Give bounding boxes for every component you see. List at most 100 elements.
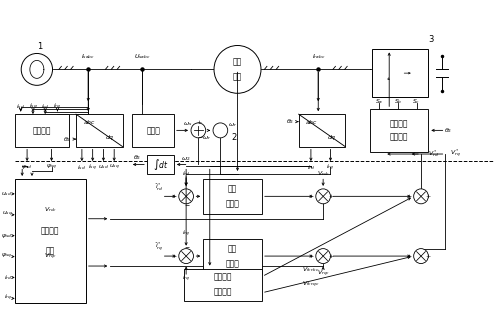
Text: 脉宽调制: 脉宽调制	[390, 132, 408, 141]
Text: $i_{rq}$: $i_{rq}$	[182, 229, 190, 239]
Bar	[370, 109, 428, 152]
Text: +: +	[308, 194, 314, 199]
Text: $V_{rqc}$: $V_{rqc}$	[316, 268, 330, 278]
Bar	[15, 179, 86, 303]
Bar	[203, 239, 262, 273]
Text: +: +	[172, 194, 176, 199]
Text: +: +	[328, 194, 333, 199]
Text: 单元: 单元	[46, 247, 55, 256]
Text: $i_{sd}$: $i_{sd}$	[78, 163, 86, 172]
Text: $\psi_{sq}$: $\psi_{sq}$	[2, 252, 13, 261]
Text: $i_{sq}$: $i_{sq}$	[28, 102, 38, 112]
Text: dq: dq	[106, 135, 114, 140]
Text: $V_{fcnqc}$: $V_{fcnqc}$	[302, 280, 320, 290]
Circle shape	[179, 249, 194, 263]
Text: $\theta_2$: $\theta_2$	[133, 153, 141, 162]
Text: +: +	[196, 120, 202, 125]
Text: 2: 2	[232, 133, 236, 142]
Text: +: +	[426, 194, 431, 199]
Text: 第二: 第二	[228, 244, 237, 253]
Text: $i_{rq}$: $i_{rq}$	[54, 102, 62, 112]
Text: $V_{fcnkc}$: $V_{fcnkc}$	[302, 265, 320, 274]
Text: $u_{sq}$: $u_{sq}$	[109, 163, 120, 172]
Text: +: +	[308, 254, 314, 259]
Text: +: +	[172, 254, 176, 259]
Text: $V_{rdc}$: $V_{rdc}$	[44, 205, 57, 214]
Circle shape	[214, 46, 261, 93]
Bar	[147, 155, 174, 174]
Text: abc: abc	[306, 121, 318, 125]
Text: $\omega_s$: $\omega_s$	[183, 121, 192, 128]
Text: $-\omega_r$: $-\omega_r$	[197, 134, 212, 142]
Text: $u_{sq}$: $u_{sq}$	[2, 210, 13, 219]
Bar	[184, 269, 262, 301]
Bar	[298, 114, 345, 146]
Text: 前馈补偿: 前馈补偿	[41, 227, 60, 236]
Circle shape	[213, 123, 228, 138]
Text: $\theta_2$: $\theta_2$	[63, 135, 71, 144]
Text: $V_{rqc}$: $V_{rqc}$	[44, 252, 57, 262]
Text: 磁链观测: 磁链观测	[32, 126, 51, 135]
Text: $\omega_r$: $\omega_r$	[228, 122, 237, 129]
Text: $i_{sq}$: $i_{sq}$	[88, 162, 97, 173]
Text: 电机: 电机	[233, 72, 242, 81]
Text: $-$: $-$	[184, 203, 190, 208]
Text: $i_{rd}$: $i_{rd}$	[4, 273, 12, 282]
Text: +: +	[406, 194, 411, 199]
Text: abc: abc	[84, 121, 94, 125]
Text: $\omega_2$: $\omega_2$	[182, 155, 191, 163]
Text: dq: dq	[328, 135, 336, 140]
Text: $\psi_{sd}$: $\psi_{sd}$	[22, 163, 32, 172]
Text: $i_{rq}$: $i_{rq}$	[4, 293, 12, 303]
Circle shape	[21, 54, 52, 85]
Text: $i_{rq}$: $i_{rq}$	[326, 162, 334, 173]
Text: $I_{rabc}$: $I_{rabc}$	[312, 53, 325, 61]
Bar	[15, 114, 68, 146]
Circle shape	[414, 189, 428, 204]
Text: $\int dt$: $\int dt$	[152, 157, 168, 172]
Text: $i_{rd}$: $i_{rd}$	[41, 102, 50, 111]
Circle shape	[414, 249, 428, 263]
Text: 锁相环: 锁相环	[146, 126, 160, 135]
Text: 控制器: 控制器	[226, 259, 239, 268]
Text: $i_{sd}$: $i_{sd}$	[16, 102, 25, 111]
Text: $\hat{i}^*_{rd}$: $\hat{i}^*_{rd}$	[155, 182, 164, 193]
Circle shape	[316, 249, 330, 263]
Text: $S_a$: $S_a$	[375, 97, 384, 106]
Text: $V_{rdc}$: $V_{rdc}$	[316, 169, 330, 178]
Text: $u_{sd}$: $u_{sd}$	[2, 190, 13, 198]
Text: $V^*_{rq}$: $V^*_{rq}$	[450, 148, 460, 160]
Text: 控制器: 控制器	[226, 199, 239, 208]
Text: $\hat{i}^*_{rq}$: $\hat{i}^*_{rq}$	[155, 241, 164, 253]
Circle shape	[316, 189, 330, 204]
Text: $i_{rd}$: $i_{rd}$	[182, 169, 190, 178]
Text: $U_{sabc}$: $U_{sabc}$	[134, 53, 150, 61]
Text: $S_b$: $S_b$	[394, 97, 402, 106]
Bar	[132, 114, 174, 146]
Text: $\psi_{sq}$: $\psi_{sq}$	[46, 163, 57, 172]
Text: 空间矢量: 空间矢量	[390, 120, 408, 129]
Text: $i_{rd}$: $i_{rd}$	[306, 163, 315, 172]
Text: $S_c$: $S_c$	[412, 97, 421, 106]
Text: $u_{sd}$: $u_{sd}$	[98, 164, 109, 171]
Bar	[203, 179, 262, 214]
Text: +: +	[328, 254, 333, 259]
Bar	[76, 114, 122, 146]
Text: $\psi_{sd}$: $\psi_{sd}$	[1, 232, 12, 240]
Text: 3: 3	[428, 35, 434, 44]
Bar	[372, 49, 428, 97]
Text: $I_{sabc}$: $I_{sabc}$	[82, 53, 95, 61]
Circle shape	[179, 189, 194, 204]
Text: 前锁单元: 前锁单元	[214, 288, 232, 297]
Text: $\theta_2$: $\theta_2$	[444, 126, 452, 135]
Text: $-$: $-$	[184, 245, 190, 249]
Text: $V^*_{rd}$: $V^*_{rd}$	[428, 149, 438, 160]
Text: $i_{rq}$: $i_{rq}$	[182, 273, 190, 284]
Text: 第一: 第一	[228, 184, 237, 193]
Text: 1: 1	[36, 42, 42, 51]
Text: 电流指令: 电流指令	[214, 273, 232, 282]
Text: +: +	[406, 254, 411, 259]
Text: +: +	[426, 254, 431, 259]
Text: $\theta_2$: $\theta_2$	[286, 117, 294, 126]
Circle shape	[191, 123, 206, 138]
